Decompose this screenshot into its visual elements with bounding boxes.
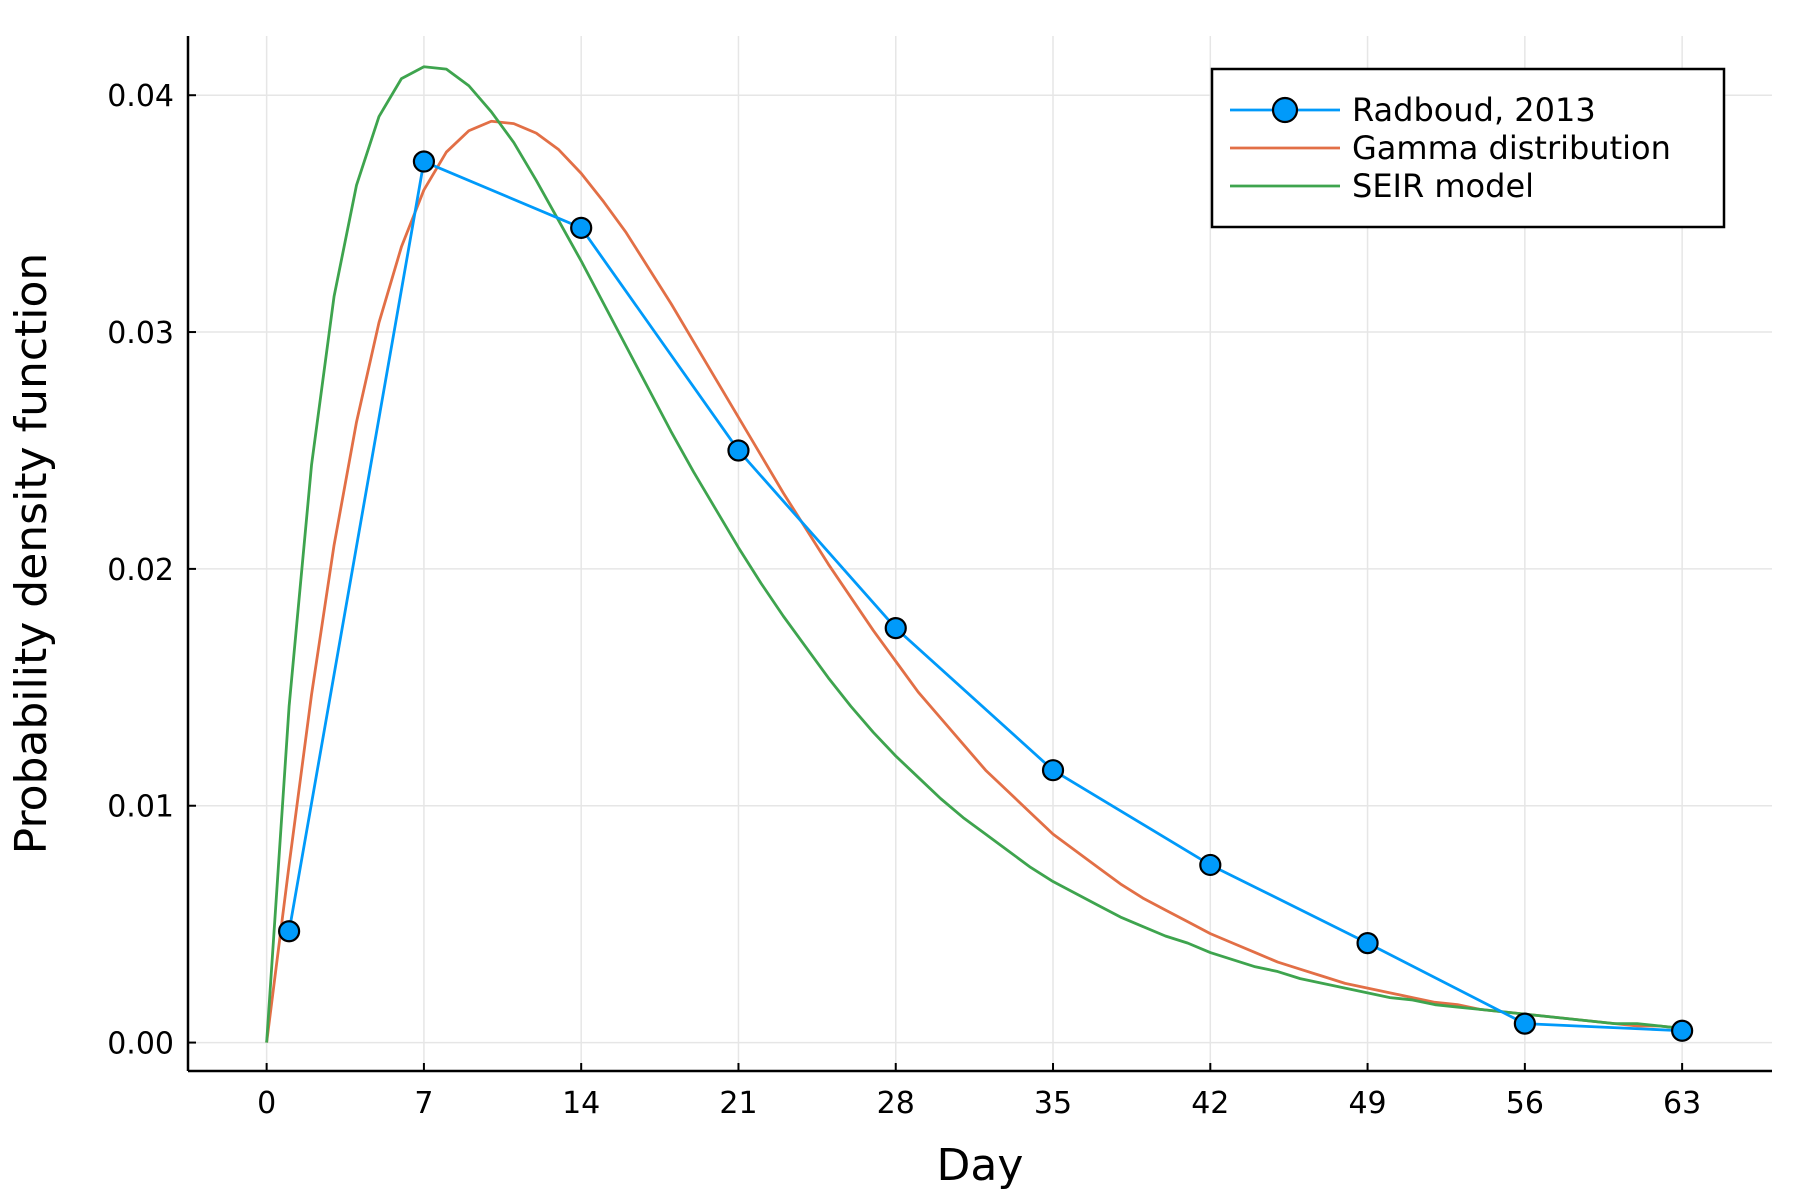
x-tick-label: 28 [877,1086,915,1121]
series-0 [278,150,1694,1042]
x-tick-label: 35 [1034,1086,1072,1121]
x-tick-label: 21 [719,1086,757,1121]
y-tick-label: 0.01 [107,790,174,825]
x-tick-label: 63 [1663,1086,1701,1121]
data-point [1041,759,1065,782]
legend-item: Radboud, 2013 [1230,91,1596,129]
x-tick-label: 0 [257,1086,276,1121]
data-point [1356,932,1379,955]
x-tick-label: 56 [1506,1086,1544,1121]
x-tick-label: 7 [414,1086,433,1121]
x-tick-label: 42 [1191,1086,1229,1121]
legend-item: SEIR model [1230,167,1534,205]
legend-item: Gamma distribution [1230,129,1671,167]
legend-label: Gamma distribution [1352,129,1671,167]
data-point [278,920,301,943]
data-point [1199,853,1222,877]
legend-label: SEIR model [1352,167,1534,205]
ticks: 0 7 14 21 28 35 42 49 56 63 0.00 0.01 0.02 0.03 0.04 [107,79,1701,1121]
data-point [1671,1019,1694,1042]
y-tick-label: 0.02 [107,553,174,588]
x-tick-label: 14 [562,1086,600,1121]
data-point [570,216,593,239]
y-tick-label: 0.03 [107,316,174,351]
series-line [287,160,1683,1033]
data-point [412,150,436,173]
y-tick-label: 0.00 [107,1027,174,1062]
axes [186,36,1772,1073]
series-2 [265,65,1683,1043]
x-tick-label: 49 [1348,1086,1386,1121]
series-line [265,119,1683,1043]
y-axis-title: Probability density function [6,253,57,855]
data-point [1513,1012,1536,1035]
data-point [884,617,907,640]
series-layer [265,65,1694,1043]
data-point [727,439,750,462]
x-axis-title: Day [937,1140,1024,1191]
y-tick-label: 0.04 [107,79,174,114]
legend-label: Radboud, 2013 [1352,91,1596,129]
legend-marker [1271,96,1299,124]
series-1 [265,119,1683,1043]
series-line [265,65,1683,1043]
